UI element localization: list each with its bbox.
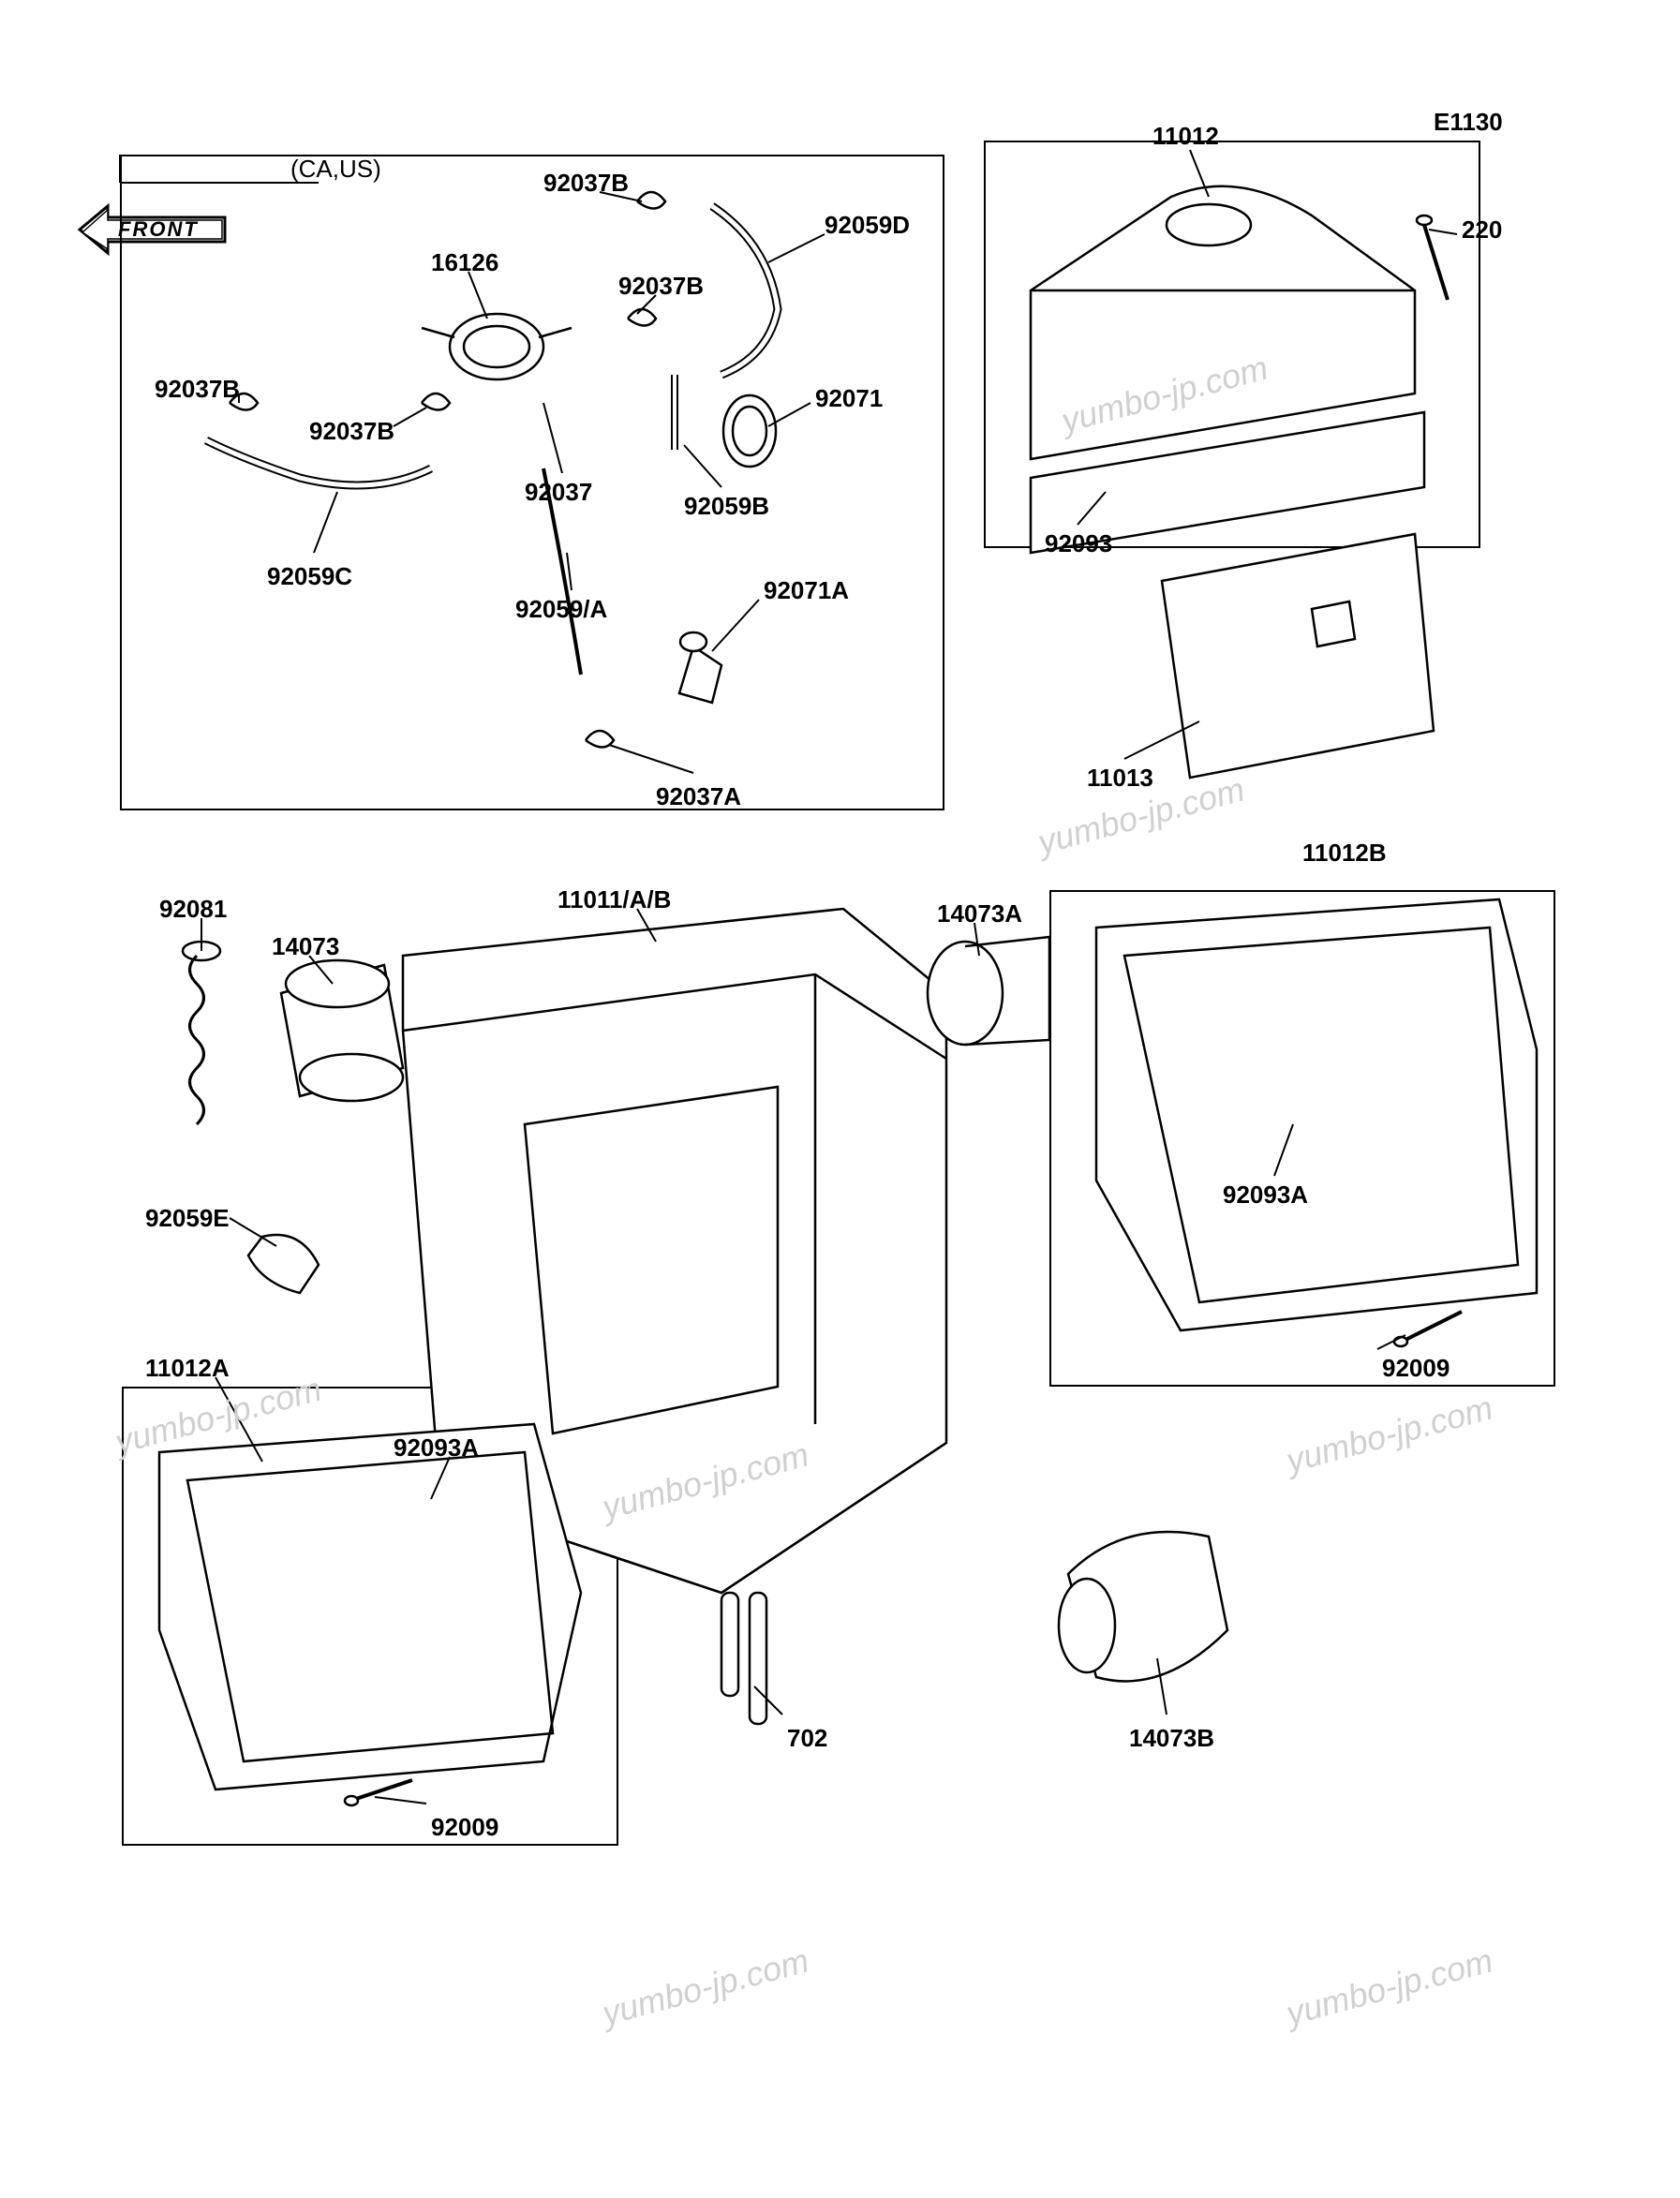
part-label-11012: 11012 xyxy=(1152,122,1219,151)
part-label-702: 702 xyxy=(787,1724,827,1753)
part-label-92059-a: 92059/A xyxy=(515,595,607,624)
part-label-220: 220 xyxy=(1462,215,1502,245)
part-label-92071a: 92071A xyxy=(764,576,849,605)
part-label-92037b: 92037B xyxy=(155,375,240,404)
part-label-14073: 14073 xyxy=(272,932,339,961)
diagram-container: FRONT E1130 (CA,US) xyxy=(0,0,1680,2198)
part-label-92093a: 92093A xyxy=(394,1433,479,1463)
part-label-11012b: 11012B xyxy=(1302,839,1387,868)
part-label-92071: 92071 xyxy=(815,384,883,413)
part-label-92037b: 92037B xyxy=(618,272,704,301)
part-label-16126: 16126 xyxy=(431,248,498,277)
part-label-92093a: 92093A xyxy=(1223,1181,1308,1210)
part-label-92037: 92037 xyxy=(525,478,592,507)
part-label-11012a: 11012A xyxy=(145,1354,230,1383)
part-label-92059e: 92059E xyxy=(145,1204,230,1233)
parts-illustration xyxy=(0,0,1680,2198)
part-label-92093: 92093 xyxy=(1045,529,1112,558)
part-label-11011-a-b: 11011/A/B xyxy=(558,885,671,914)
part-label-11013: 11013 xyxy=(1087,764,1153,793)
part-label-92037b: 92037B xyxy=(309,417,394,446)
part-label-92059c: 92059C xyxy=(267,562,352,591)
part-label-92037b: 92037B xyxy=(543,169,629,198)
part-label-14073a: 14073A xyxy=(937,899,1022,928)
part-label-92009: 92009 xyxy=(431,1813,498,1842)
part-label-92081: 92081 xyxy=(159,895,227,924)
part-label-92059d: 92059D xyxy=(825,211,910,240)
part-label-92009: 92009 xyxy=(1382,1354,1450,1383)
part-label-92059b: 92059B xyxy=(684,492,769,521)
part-label-92037a: 92037A xyxy=(656,782,741,811)
part-label-14073b: 14073B xyxy=(1129,1724,1214,1753)
